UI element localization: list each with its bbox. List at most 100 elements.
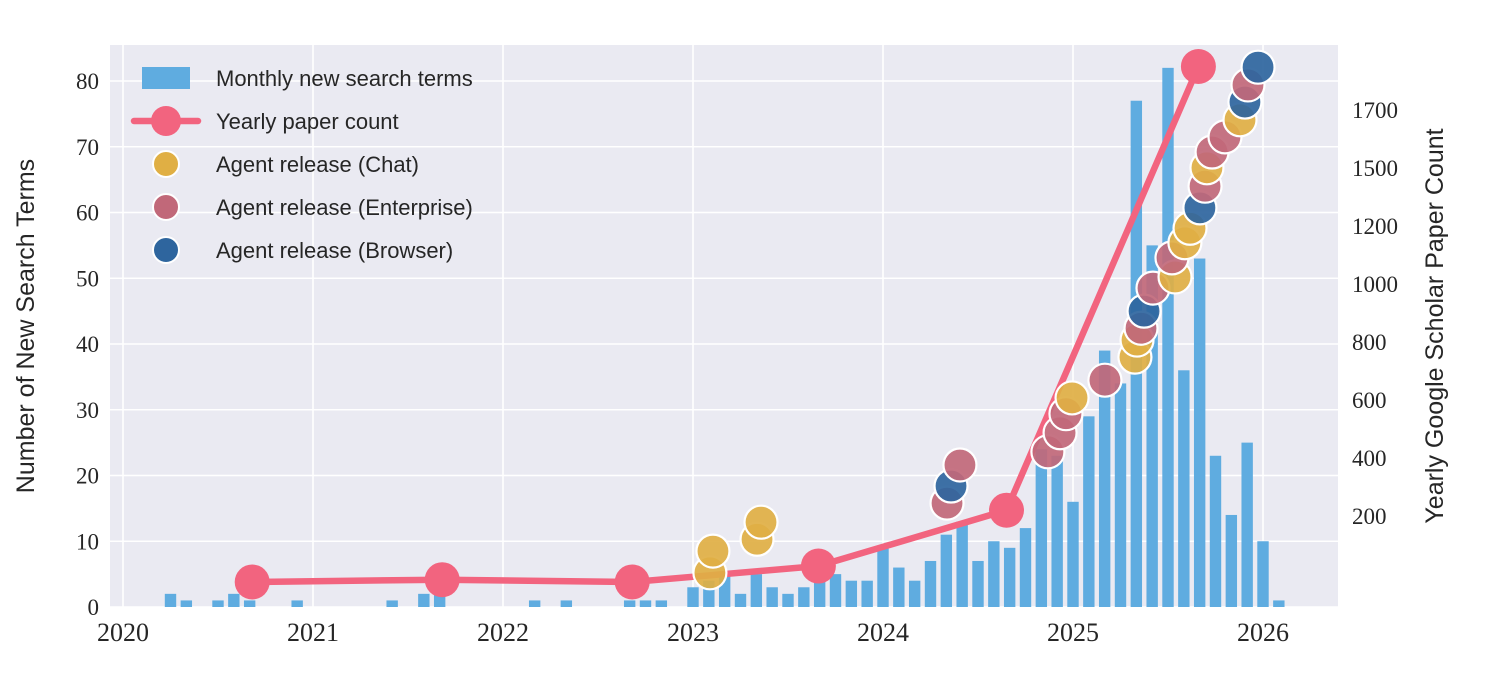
release-dot-chat[interactable]: [1054, 380, 1090, 416]
left-tick-label: 70: [76, 135, 99, 160]
bar[interactable]: [623, 600, 636, 607]
paper-count-marker[interactable]: [424, 562, 460, 598]
legend-item-chat[interactable]: Agent release (Chat): [152, 150, 419, 178]
bar[interactable]: [1146, 245, 1158, 607]
bar[interactable]: [1225, 514, 1238, 607]
legend-item-browser[interactable]: Agent release (Browser): [152, 236, 453, 264]
right-tick-label: 200: [1352, 504, 1387, 529]
right-tick-label: 1500: [1352, 156, 1398, 181]
right-axis-title: Yearly Google Scholar Paper Count: [1421, 128, 1449, 523]
x-tick-label: 2022: [477, 618, 529, 647]
bar[interactable]: [228, 593, 240, 607]
legend-line-marker: [151, 106, 181, 136]
bar[interactable]: [1162, 67, 1174, 608]
left-tick-label: 20: [76, 464, 99, 489]
legend-item-label: Yearly paper count: [216, 109, 399, 134]
bar[interactable]: [877, 547, 889, 607]
bar[interactable]: [1178, 370, 1190, 607]
bar[interactable]: [1051, 455, 1063, 607]
legend-chat-swatch: [152, 150, 180, 178]
bar[interactable]: [1019, 528, 1032, 607]
paper-count-marker[interactable]: [800, 548, 836, 584]
bar[interactable]: [418, 593, 430, 607]
bar[interactable]: [1003, 547, 1016, 607]
x-tick-label: 2020: [97, 618, 149, 647]
bar[interactable]: [1241, 442, 1253, 607]
bar[interactable]: [1257, 541, 1269, 607]
bar[interactable]: [1083, 416, 1095, 607]
bar[interactable]: [734, 593, 747, 607]
x-tick-label: 2024: [857, 618, 909, 647]
bar[interactable]: [940, 534, 953, 607]
legend: Monthly new search terms Yearly paper cou…: [130, 66, 473, 264]
bar[interactable]: [718, 574, 731, 607]
bar[interactable]: [893, 567, 905, 607]
release-dots: [692, 49, 1276, 591]
left-tick-label: 60: [76, 201, 99, 226]
bar[interactable]: [813, 580, 826, 607]
bar[interactable]: [750, 574, 763, 607]
bar[interactable]: [386, 600, 398, 607]
bar[interactable]: [1193, 258, 1206, 607]
bar[interactable]: [845, 580, 858, 607]
bar[interactable]: [1098, 350, 1111, 607]
legend-enterprise-swatch: [152, 193, 180, 221]
bar[interactable]: [924, 560, 937, 607]
bar[interactable]: [655, 600, 668, 607]
release-dot-enterprise[interactable]: [942, 447, 978, 483]
left-tick-label: 80: [76, 69, 99, 94]
bar[interactable]: [829, 574, 842, 607]
x-tick-label: 2021: [287, 618, 339, 647]
bar[interactable]: [1273, 600, 1285, 607]
paper-count-marker[interactable]: [234, 564, 270, 600]
right-tick-label: 600: [1352, 388, 1387, 413]
legend-item-label: Agent release (Browser): [216, 238, 453, 263]
bar[interactable]: [988, 541, 1000, 607]
right-tick-label: 1700: [1352, 98, 1398, 123]
legend-bar-swatch: [142, 67, 190, 89]
bar[interactable]: [956, 521, 968, 607]
bar[interactable]: [180, 600, 193, 607]
bar[interactable]: [164, 593, 177, 607]
bar[interactable]: [687, 587, 699, 607]
bar[interactable]: [1209, 455, 1222, 607]
release-dot-enterprise[interactable]: [1087, 362, 1123, 398]
x-tick-label: 2025: [1047, 618, 1099, 647]
right-tick-label: 800: [1352, 330, 1387, 355]
right-tick-label: 1000: [1352, 272, 1398, 297]
bar[interactable]: [291, 600, 303, 607]
legend-item-enterprise[interactable]: Agent release (Enterprise): [152, 193, 473, 221]
release-dot-chat[interactable]: [695, 533, 731, 569]
bar[interactable]: [972, 560, 984, 607]
bar[interactable]: [703, 580, 715, 607]
bar[interactable]: [560, 600, 573, 607]
release-dot-browser[interactable]: [1240, 49, 1276, 85]
legend-item-line[interactable]: Yearly paper count: [130, 106, 399, 136]
left-tick-label: 40: [76, 332, 99, 357]
paper-count-marker[interactable]: [614, 564, 650, 600]
bar[interactable]: [433, 593, 446, 607]
bar[interactable]: [639, 600, 652, 607]
bar[interactable]: [528, 600, 541, 607]
legend-item-label: Agent release (Chat): [216, 152, 419, 177]
bar[interactable]: [798, 587, 810, 607]
left-axis-title: Number of New Search Terms: [12, 159, 40, 493]
legend-item-bar[interactable]: Monthly new search terms: [142, 66, 473, 91]
bar[interactable]: [243, 600, 256, 607]
right-tick-label: 400: [1352, 446, 1387, 471]
bar[interactable]: [782, 593, 794, 607]
bar[interactable]: [766, 587, 778, 607]
bar[interactable]: [212, 600, 224, 607]
paper-count-marker[interactable]: [1180, 49, 1216, 84]
bar[interactable]: [1067, 501, 1079, 607]
bar[interactable]: [1114, 383, 1127, 607]
release-dot-chat[interactable]: [743, 504, 779, 540]
x-tick-label: 2026: [1237, 618, 1289, 647]
bar[interactable]: [908, 580, 921, 607]
left-tick-label: 50: [76, 266, 99, 291]
bar[interactable]: [1035, 449, 1048, 607]
paper-count-marker[interactable]: [989, 492, 1024, 528]
bar[interactable]: [861, 580, 873, 607]
